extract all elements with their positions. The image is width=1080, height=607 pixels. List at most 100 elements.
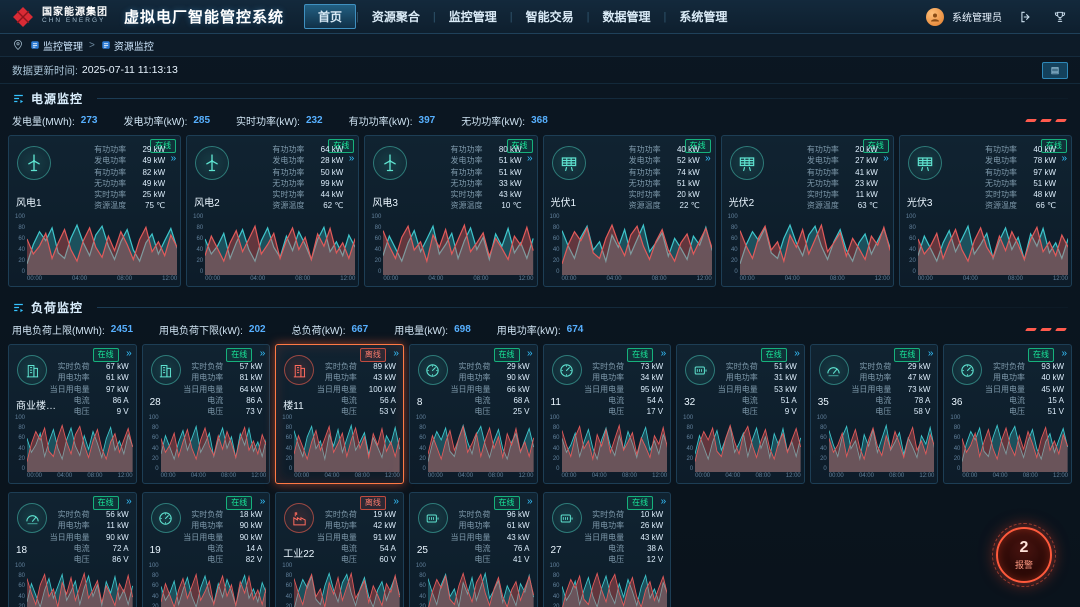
app-header: 国家能源集团 CHN ENERGY 虚拟电厂智能管控系统 首页 | 资源聚合 | 监控管… [0, 0, 1080, 34]
status-badge: 在线 [862, 139, 889, 153]
metric-label: 实时负荷 [324, 362, 357, 371]
expand-icon[interactable]: » [883, 153, 889, 164]
device-card[interactable]: 在线» 8 实时负荷 29 kW 用电功率 90 kW 当日用电量 66 kW 电流 68 A 电压… [408, 344, 538, 484]
chart-plot [160, 415, 267, 472]
y-tick-label: 40 [953, 445, 961, 452]
expand-icon[interactable]: » [1061, 348, 1067, 359]
metric-label: 实时功率 [450, 190, 483, 200]
status-badge: 在线 [506, 139, 533, 153]
expand-icon[interactable]: » [259, 348, 266, 359]
chart-plot [739, 214, 890, 275]
metric-label: 用电功率 [324, 521, 357, 531]
nav-item-4[interactable]: 智能交易 [525, 10, 574, 24]
logout-icon-button[interactable] [1016, 7, 1036, 27]
y-tick-label: 100 [905, 214, 916, 220]
metric-row: 实时负荷 19 kW [317, 510, 396, 520]
x-tick-label: 12:00 [874, 276, 890, 282]
device-card[interactable]: 在线» 光伏3 有功功率 40 kW 发电功率 78 kW 有功功率 97 kW 无功功率 51 … [898, 135, 1072, 287]
metric-row: 实时功率 20 kW [629, 190, 700, 200]
view-toggle-button[interactable]: ▤ [1042, 61, 1068, 79]
y-tick-label: 100 [282, 415, 293, 421]
nav-item-1[interactable]: 首页 [304, 4, 357, 29]
y-tick-label: 40 [552, 593, 560, 600]
expand-icon[interactable]: » [526, 153, 533, 164]
device-name: 光伏3 [906, 198, 933, 209]
alarm-button[interactable]: 2 报警 [992, 523, 1056, 587]
metric-value: 56 A [379, 395, 396, 405]
nav-item-2[interactable]: 资源聚合 [371, 10, 420, 24]
metrics-list: 实时负荷 29 kW 用电功率 47 kW 当日用电量 73 kW 电流 78 A 电压 58 V [851, 362, 930, 417]
metric-row: 电压 82 V [183, 555, 262, 565]
device-card[interactable]: 在线» 风电1 有功功率 29 kW 发电功率 49 kW 有功功率 82 kW 无功功率 49 … [8, 135, 182, 287]
metric-label: 电压 [875, 407, 892, 417]
expand-icon[interactable]: » [660, 348, 667, 359]
metric-label: 资源温度 [272, 201, 305, 211]
device-card[interactable]: 在线» 光伏2 有功功率 20 kW 发电功率 27 kW 有功功率 41 kW 无功功率 23 … [720, 135, 894, 287]
chart-x-axis: 00:00 04:00 08:00 12:00 [562, 275, 712, 284]
expand-icon[interactable]: » [927, 348, 934, 359]
metric-value: 78 kW [1033, 156, 1056, 166]
device-card[interactable]: 离线» 楼11 实时负荷 89 kW 用电功率 43 kW 当日用电量 100 kW 电流 56 … [275, 344, 404, 484]
metric-value: 56 kW [105, 510, 129, 519]
expand-icon[interactable]: » [1061, 153, 1067, 164]
breadcrumb-item-resource-monitor[interactable]: 资源监控 [101, 38, 154, 53]
x-tick-label: 08:00 [755, 473, 771, 479]
device-card[interactable]: 在线» 风电3 有功功率 80 kW 发电功率 51 kW 有功功率 51 kW 无功功率 33 … [364, 135, 538, 287]
breadcrumb-item-monitoring[interactable]: 监控管理 [30, 38, 83, 53]
expand-icon[interactable]: » [660, 496, 667, 507]
metric-label: 电流 [340, 543, 357, 553]
expand-icon[interactable]: » [705, 153, 711, 164]
y-tick-label: 40 [285, 445, 293, 452]
metric-label: 实时负荷 [592, 510, 625, 519]
meter-icon [417, 355, 448, 385]
expand-icon[interactable]: » [348, 153, 355, 164]
expand-icon[interactable]: » [126, 348, 132, 359]
chart-y-axis: 100 80 60 40 20 0 [547, 415, 562, 472]
metric-value: 73 V [245, 407, 263, 417]
metric-row: 用电功率 40 kW [985, 373, 1064, 383]
expand-icon[interactable]: » [526, 496, 533, 507]
device-card[interactable]: 离线» 工业22 实时负荷 19 kW 用电功率 42 kW 当日用电量 91 kW 电流 54 … [275, 492, 404, 607]
expand-icon[interactable]: » [259, 496, 266, 507]
status-badge: 在线 [627, 496, 654, 510]
expand-icon[interactable]: » [126, 496, 132, 507]
stat-item: 用电功率(kW): 674 [497, 322, 584, 337]
expand-icon[interactable]: » [794, 348, 800, 359]
y-tick-label: 80 [285, 425, 293, 432]
nav-item-6[interactable]: 系统管理 [679, 10, 728, 24]
expand-icon[interactable]: » [393, 348, 399, 359]
y-tick-label: 60 [552, 236, 560, 242]
expand-icon[interactable]: » [393, 496, 399, 507]
chart-y-axis: 100 80 60 40 20 0 [547, 214, 562, 275]
chart-x-axis: 00:00 04:00 08:00 12:00 [962, 472, 1068, 481]
metric-value: 61 kW [105, 373, 129, 383]
nav-item-3[interactable]: 监控管理 [448, 10, 497, 24]
device-card[interactable]: 在线» 光伏1 有功功率 40 kW 发电功率 52 kW 有功功率 74 kW 无功功率 51 … [542, 135, 716, 287]
chart-y-axis: 100 80 60 40 20 0 [814, 415, 829, 472]
expand-icon[interactable]: » [170, 153, 177, 164]
y-tick-label: 40 [552, 445, 560, 452]
x-tick-label: 00:00 [739, 276, 755, 282]
expand-icon[interactable]: » [526, 348, 533, 359]
metric-value: 51 kW [498, 167, 522, 177]
metric-label: 用电功率 [859, 373, 892, 383]
nav-item-5[interactable]: 数据管理 [602, 10, 651, 24]
factory-icon [284, 503, 315, 533]
y-tick-label: 80 [953, 425, 961, 432]
metric-value: 51 kW [498, 156, 522, 166]
trophy-icon-button[interactable] [1050, 7, 1070, 27]
device-card[interactable]: 在线» 风电2 有功功率 64 kW 发电功率 28 kW 有功功率 50 kW 无功功率 99 … [186, 135, 360, 287]
